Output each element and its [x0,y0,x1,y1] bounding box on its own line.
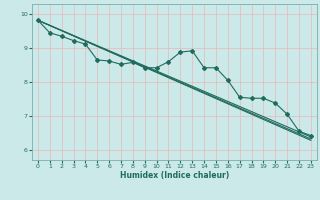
X-axis label: Humidex (Indice chaleur): Humidex (Indice chaleur) [120,171,229,180]
